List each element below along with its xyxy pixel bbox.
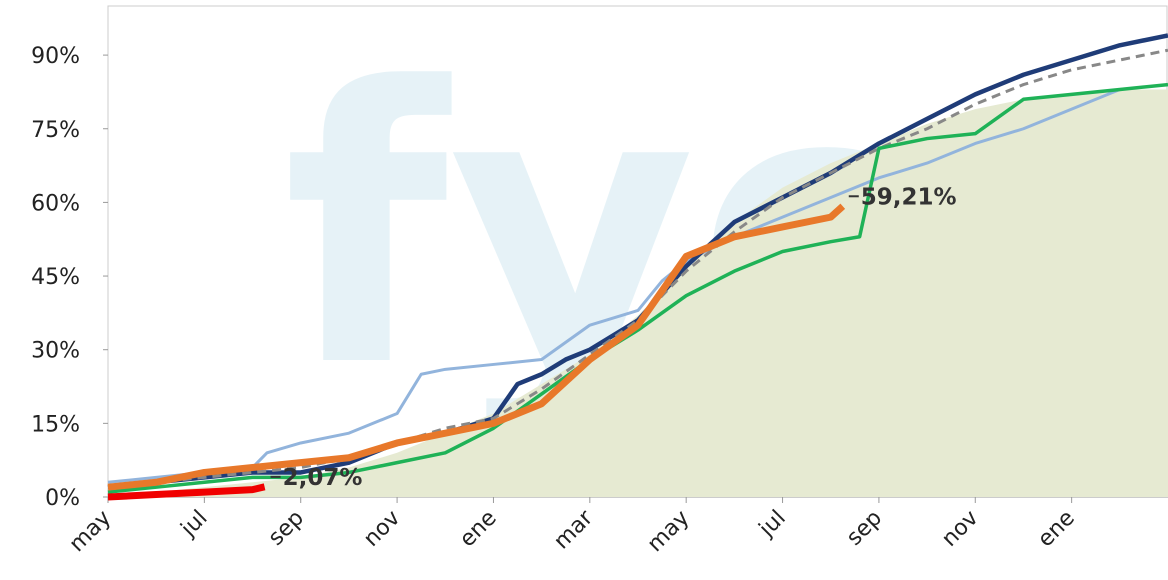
y-tick-label: 30% — [31, 339, 80, 364]
x-tick-label: may — [65, 506, 117, 558]
series-line — [107, 88, 1121, 484]
series-line — [107, 33, 1168, 490]
x-tick-label: may — [643, 506, 695, 558]
y-tick-label: 90% — [31, 44, 80, 69]
x-tick-label: jul — [176, 506, 213, 543]
x-tick-label: sep — [842, 506, 887, 551]
x-tick-label: ene — [1033, 506, 1080, 553]
x-tick-label: sep — [264, 506, 309, 551]
y-tick-label: 45% — [31, 265, 80, 290]
y-tick-label: 75% — [31, 118, 80, 143]
x-tick-label: nov — [359, 506, 405, 552]
value-label: 2,07% — [283, 465, 363, 491]
series-line — [107, 203, 846, 491]
y-tick-label: 15% — [31, 412, 80, 437]
x-tick-label: mar — [549, 505, 598, 554]
y-tick-label: 60% — [31, 191, 80, 216]
x-tick-label: jul — [754, 506, 791, 543]
x-tick-label: nov — [937, 506, 983, 552]
series-line — [107, 82, 1168, 494]
y-tick-label: 0% — [45, 486, 80, 511]
x-tick-label: ene — [455, 506, 502, 553]
value-label: 59,21% — [861, 184, 957, 210]
series-line — [107, 483, 266, 501]
area — [108, 89, 1168, 497]
